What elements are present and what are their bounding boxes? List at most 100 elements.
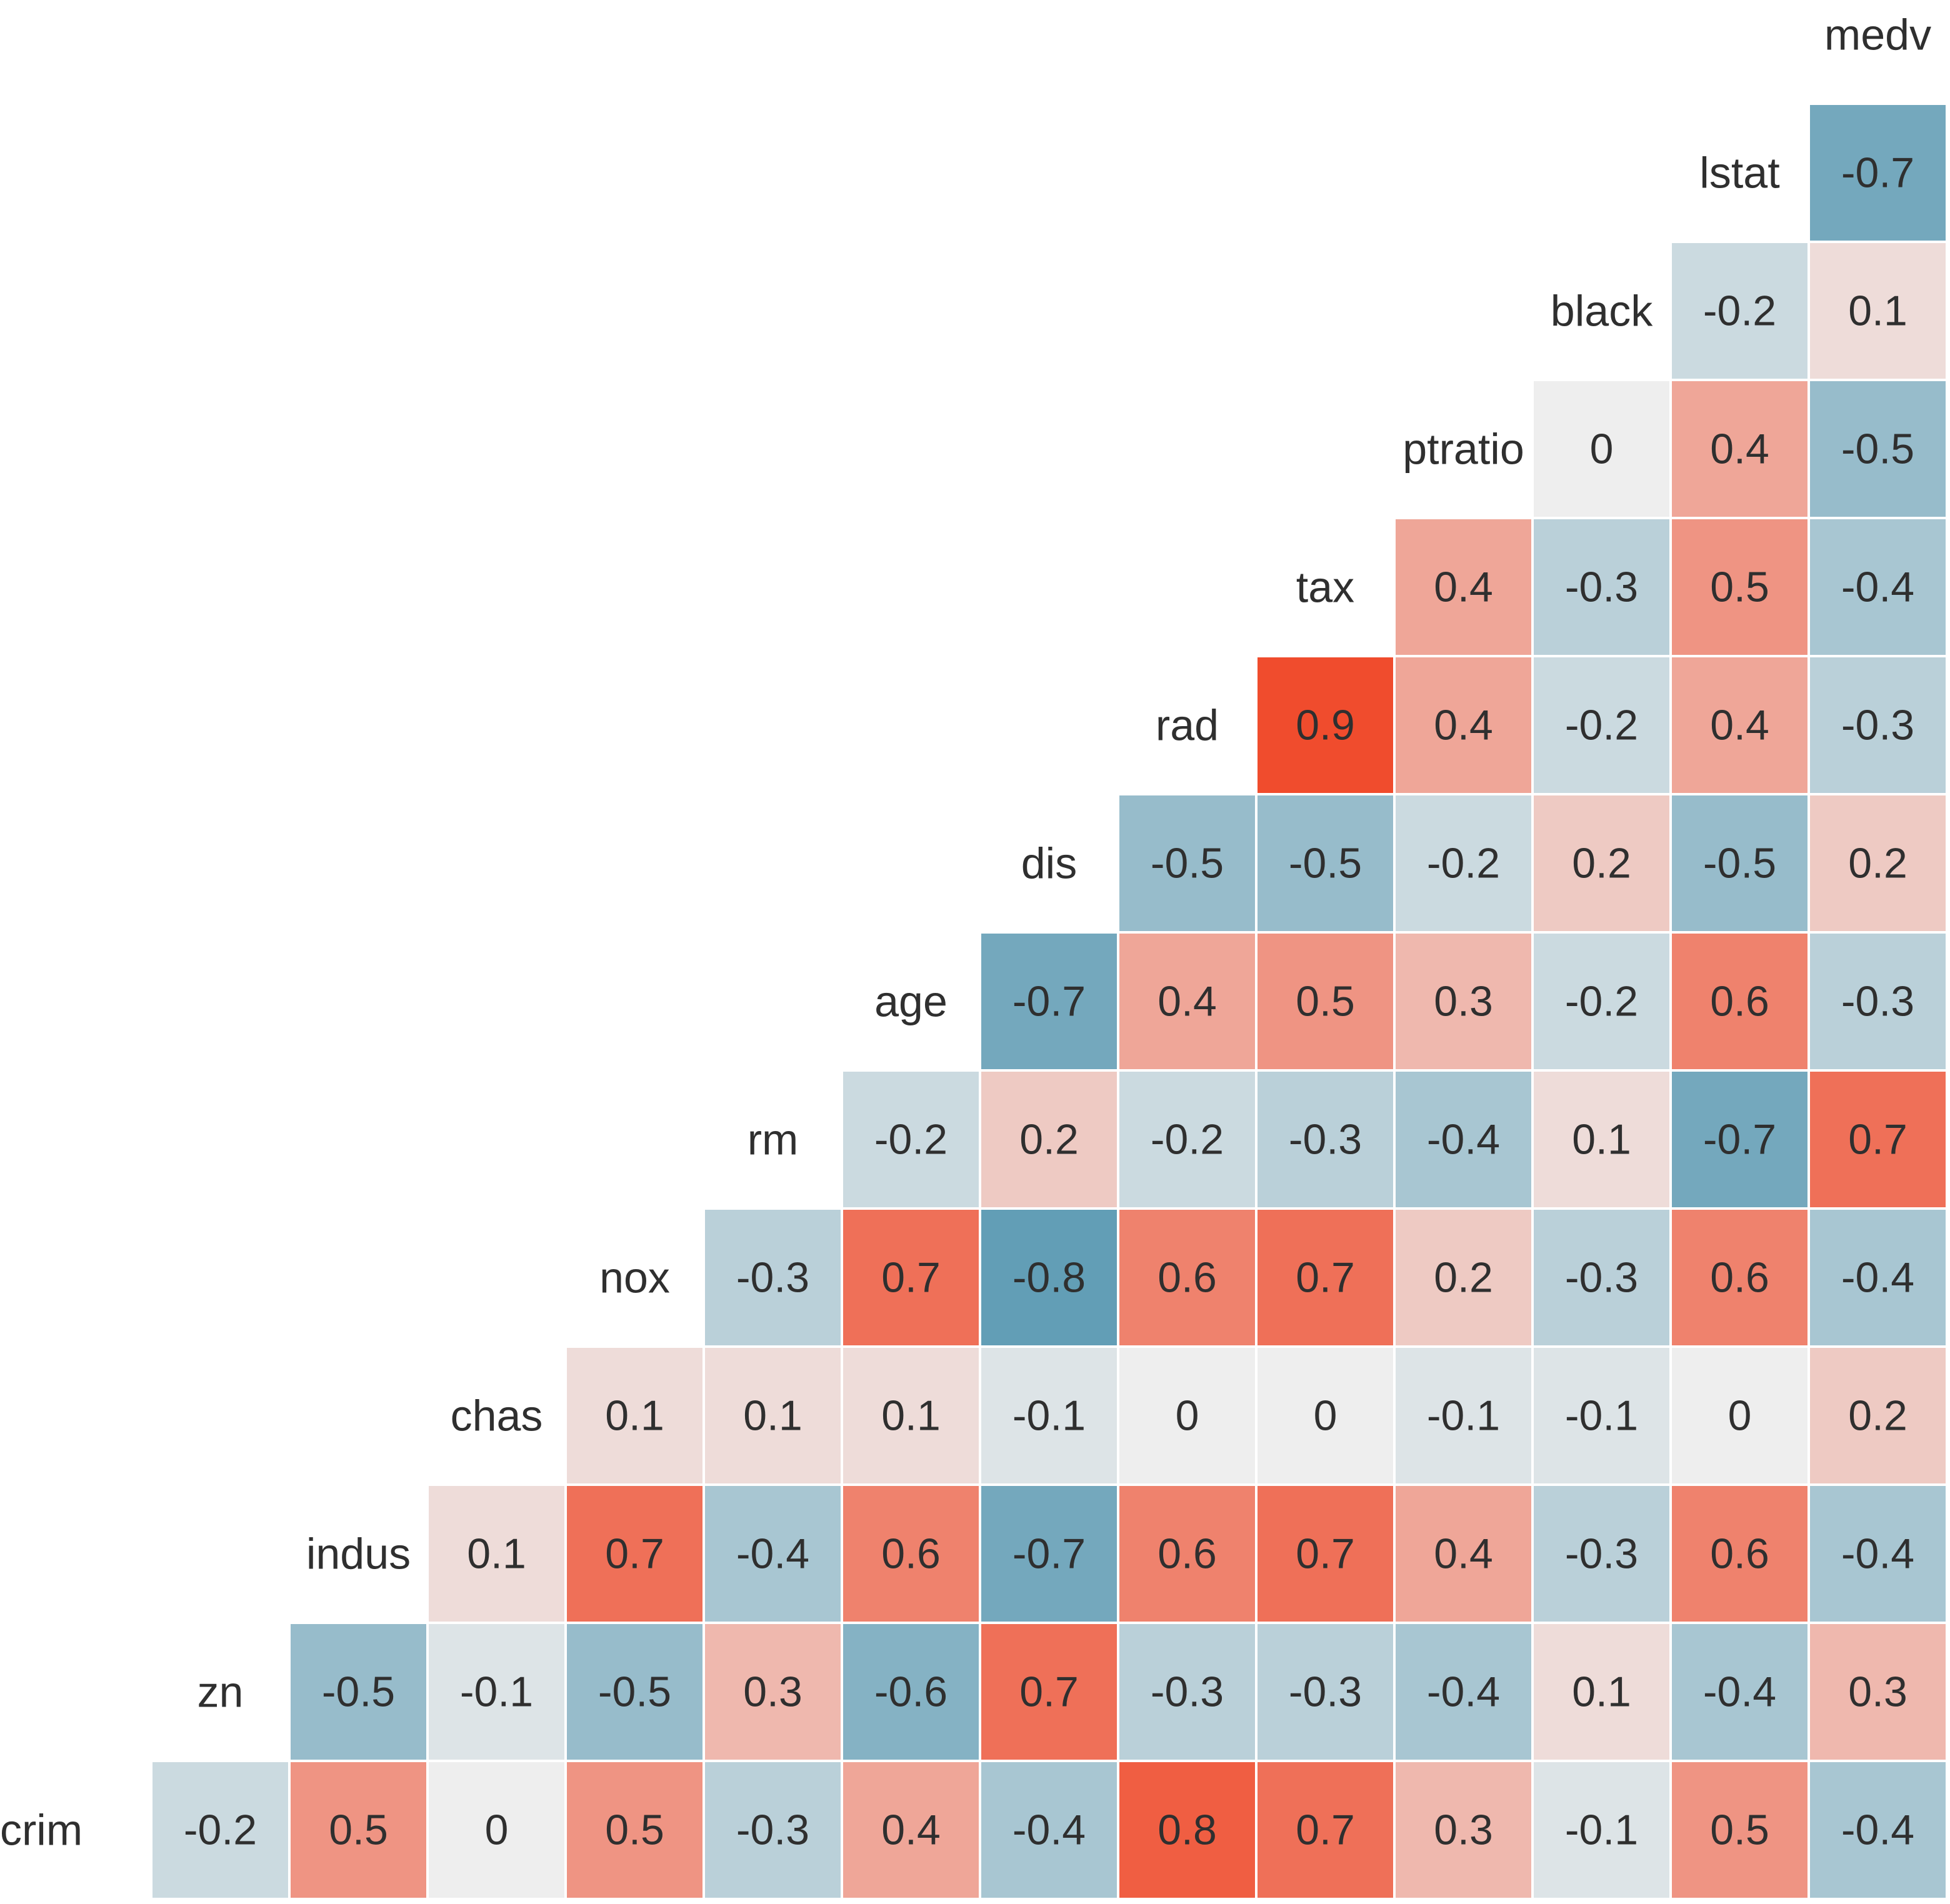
cell-value-indus-tax: 0.7 bbox=[1296, 1530, 1355, 1578]
heatmap-cell-ptratio-black bbox=[1534, 381, 1669, 517]
heatmap-cell-crim-indus bbox=[291, 1762, 426, 1898]
cell-value-crim-nox: 0.5 bbox=[605, 1807, 664, 1854]
cell-value-zn-medv: 0.3 bbox=[1848, 1668, 1908, 1716]
cell-value-nox-medv: -0.4 bbox=[1841, 1254, 1914, 1302]
heatmap-cell-tax-ptratio bbox=[1396, 519, 1531, 655]
heatmap-cell-crim-age bbox=[843, 1762, 979, 1898]
heatmap-cell-rad-medv bbox=[1810, 657, 1946, 793]
heatmap-cell-black-lstat bbox=[1672, 243, 1808, 379]
heatmap-cell-indus-medv bbox=[1810, 1486, 1946, 1622]
cell-value-chas-black: -0.1 bbox=[1565, 1392, 1638, 1440]
heatmap-cell-chas-black bbox=[1534, 1348, 1669, 1483]
heatmap-cell-zn-tax bbox=[1258, 1624, 1393, 1760]
variable-label-black: black bbox=[1551, 287, 1653, 336]
variable-label-crim: crim bbox=[0, 1806, 82, 1855]
cell-value-rad-ptratio: 0.4 bbox=[1434, 702, 1493, 749]
heatmap-cell-crim-lstat bbox=[1672, 1762, 1808, 1898]
heatmap-cell-zn-rm bbox=[705, 1624, 841, 1760]
heatmap-cell-crim-medv bbox=[1810, 1762, 1946, 1898]
heatmap-cell-chas-nox bbox=[567, 1348, 702, 1483]
heatmap-cell-indus-rad bbox=[1119, 1486, 1255, 1622]
heatmap-cell-crim-ptratio bbox=[1396, 1762, 1531, 1898]
heatmap-cell-indus-age bbox=[843, 1486, 979, 1622]
cell-value-chas-nox: 0.1 bbox=[605, 1392, 664, 1440]
variable-label-indus: indus bbox=[306, 1530, 411, 1578]
cell-value-indus-medv: -0.4 bbox=[1841, 1530, 1914, 1578]
heatmap-cell-nox-age bbox=[843, 1210, 979, 1345]
heatmap-cell-zn-medv bbox=[1810, 1624, 1946, 1760]
variable-label-zn: zn bbox=[198, 1668, 244, 1717]
cell-value-zn-rm: 0.3 bbox=[743, 1668, 802, 1716]
cell-value-zn-ptratio: -0.4 bbox=[1427, 1668, 1500, 1716]
cell-value-age-lstat: 0.6 bbox=[1710, 978, 1769, 1025]
cell-value-rm-age: -0.2 bbox=[874, 1116, 948, 1164]
cell-value-chas-lstat: 0 bbox=[1728, 1392, 1752, 1440]
heatmap-cell-rad-ptratio bbox=[1396, 657, 1531, 793]
cell-value-indus-black: -0.3 bbox=[1565, 1530, 1638, 1578]
cell-value-ptratio-medv: -0.5 bbox=[1841, 426, 1914, 473]
heatmap-cell-age-rad bbox=[1119, 934, 1255, 1069]
cell-value-age-tax: 0.5 bbox=[1296, 978, 1355, 1025]
heatmap-cell-nox-dis bbox=[981, 1210, 1117, 1345]
heatmap-cell-dis-medv bbox=[1810, 795, 1946, 931]
heatmap-cell-crim-rad bbox=[1119, 1762, 1255, 1898]
cell-value-zn-age: -0.6 bbox=[874, 1668, 948, 1716]
heatmap-cell-nox-rad bbox=[1119, 1210, 1255, 1345]
cell-value-indus-rm: -0.4 bbox=[736, 1530, 809, 1578]
cell-value-rad-medv: -0.3 bbox=[1841, 702, 1914, 749]
heatmap-cell-dis-rad bbox=[1119, 795, 1255, 931]
cell-value-rm-medv: 0.7 bbox=[1848, 1116, 1908, 1164]
heatmap-cell-crim-nox bbox=[567, 1762, 702, 1898]
cell-value-crim-ptratio: 0.3 bbox=[1434, 1807, 1493, 1854]
cell-value-indus-dis: -0.7 bbox=[1012, 1530, 1086, 1578]
cell-value-crim-lstat: 0.5 bbox=[1710, 1807, 1769, 1854]
cell-value-nox-ptratio: 0.2 bbox=[1434, 1254, 1493, 1302]
cell-value-chas-dis: -0.1 bbox=[1012, 1392, 1086, 1440]
cell-value-nox-tax: 0.7 bbox=[1296, 1254, 1355, 1302]
cell-value-indus-nox: 0.7 bbox=[605, 1530, 664, 1578]
heatmap-cell-chas-rad bbox=[1119, 1348, 1255, 1483]
cell-value-nox-dis: -0.8 bbox=[1012, 1254, 1086, 1302]
cell-value-nox-rad: 0.6 bbox=[1158, 1254, 1217, 1302]
cell-value-rm-lstat: -0.7 bbox=[1703, 1116, 1776, 1164]
cell-value-rad-lstat: 0.4 bbox=[1710, 702, 1769, 749]
variable-label-dis: dis bbox=[1021, 839, 1077, 888]
cell-value-nox-age: 0.7 bbox=[881, 1254, 941, 1302]
cell-value-black-medv: 0.1 bbox=[1848, 287, 1908, 335]
cell-value-tax-ptratio: 0.4 bbox=[1434, 564, 1493, 611]
cell-value-crim-rad: 0.8 bbox=[1158, 1807, 1217, 1854]
heatmap-cell-age-medv bbox=[1810, 934, 1946, 1069]
cell-value-crim-black: -0.1 bbox=[1565, 1807, 1638, 1854]
heatmap-cell-indus-chas bbox=[429, 1486, 564, 1622]
cell-value-zn-tax: -0.3 bbox=[1289, 1668, 1362, 1716]
cell-value-crim-chas: 0 bbox=[485, 1807, 509, 1854]
heatmap-cell-tax-medv bbox=[1810, 519, 1946, 655]
heatmap-cell-chas-tax bbox=[1258, 1348, 1393, 1483]
cell-value-nox-lstat: 0.6 bbox=[1710, 1254, 1769, 1302]
variable-label-chas: chas bbox=[451, 1392, 543, 1440]
heatmap-cell-tax-lstat bbox=[1672, 519, 1808, 655]
variable-label-medv: medv bbox=[1824, 11, 1931, 59]
heatmap-cell-chas-lstat bbox=[1672, 1348, 1808, 1483]
variable-label-lstat: lstat bbox=[1699, 149, 1779, 197]
heatmap-cell-indus-ptratio bbox=[1396, 1486, 1531, 1622]
heatmap-cell-indus-black bbox=[1534, 1486, 1669, 1622]
heatmap-cell-chas-age bbox=[843, 1348, 979, 1483]
variable-label-ptratio: ptratio bbox=[1402, 425, 1524, 474]
heatmap-cell-rm-dis bbox=[981, 1072, 1117, 1207]
heatmap-cell-rm-lstat bbox=[1672, 1072, 1808, 1207]
cell-value-nox-rm: -0.3 bbox=[736, 1254, 809, 1302]
heatmap-cell-crim-zn bbox=[152, 1762, 288, 1898]
heatmap-cell-chas-ptratio bbox=[1396, 1348, 1531, 1483]
heatmap-cell-indus-nox bbox=[567, 1486, 702, 1622]
cell-value-tax-lstat: 0.5 bbox=[1710, 564, 1769, 611]
cell-value-chas-rad: 0 bbox=[1176, 1392, 1199, 1440]
cell-value-black-lstat: -0.2 bbox=[1703, 287, 1776, 335]
cell-value-age-dis: -0.7 bbox=[1012, 978, 1086, 1025]
heatmap-cell-zn-dis bbox=[981, 1624, 1117, 1760]
cell-value-dis-medv: 0.2 bbox=[1848, 840, 1908, 887]
cell-value-rad-tax: 0.9 bbox=[1296, 702, 1355, 749]
heatmap-cell-lstat-medv bbox=[1810, 105, 1946, 241]
heatmap-cell-zn-ptratio bbox=[1396, 1624, 1531, 1760]
